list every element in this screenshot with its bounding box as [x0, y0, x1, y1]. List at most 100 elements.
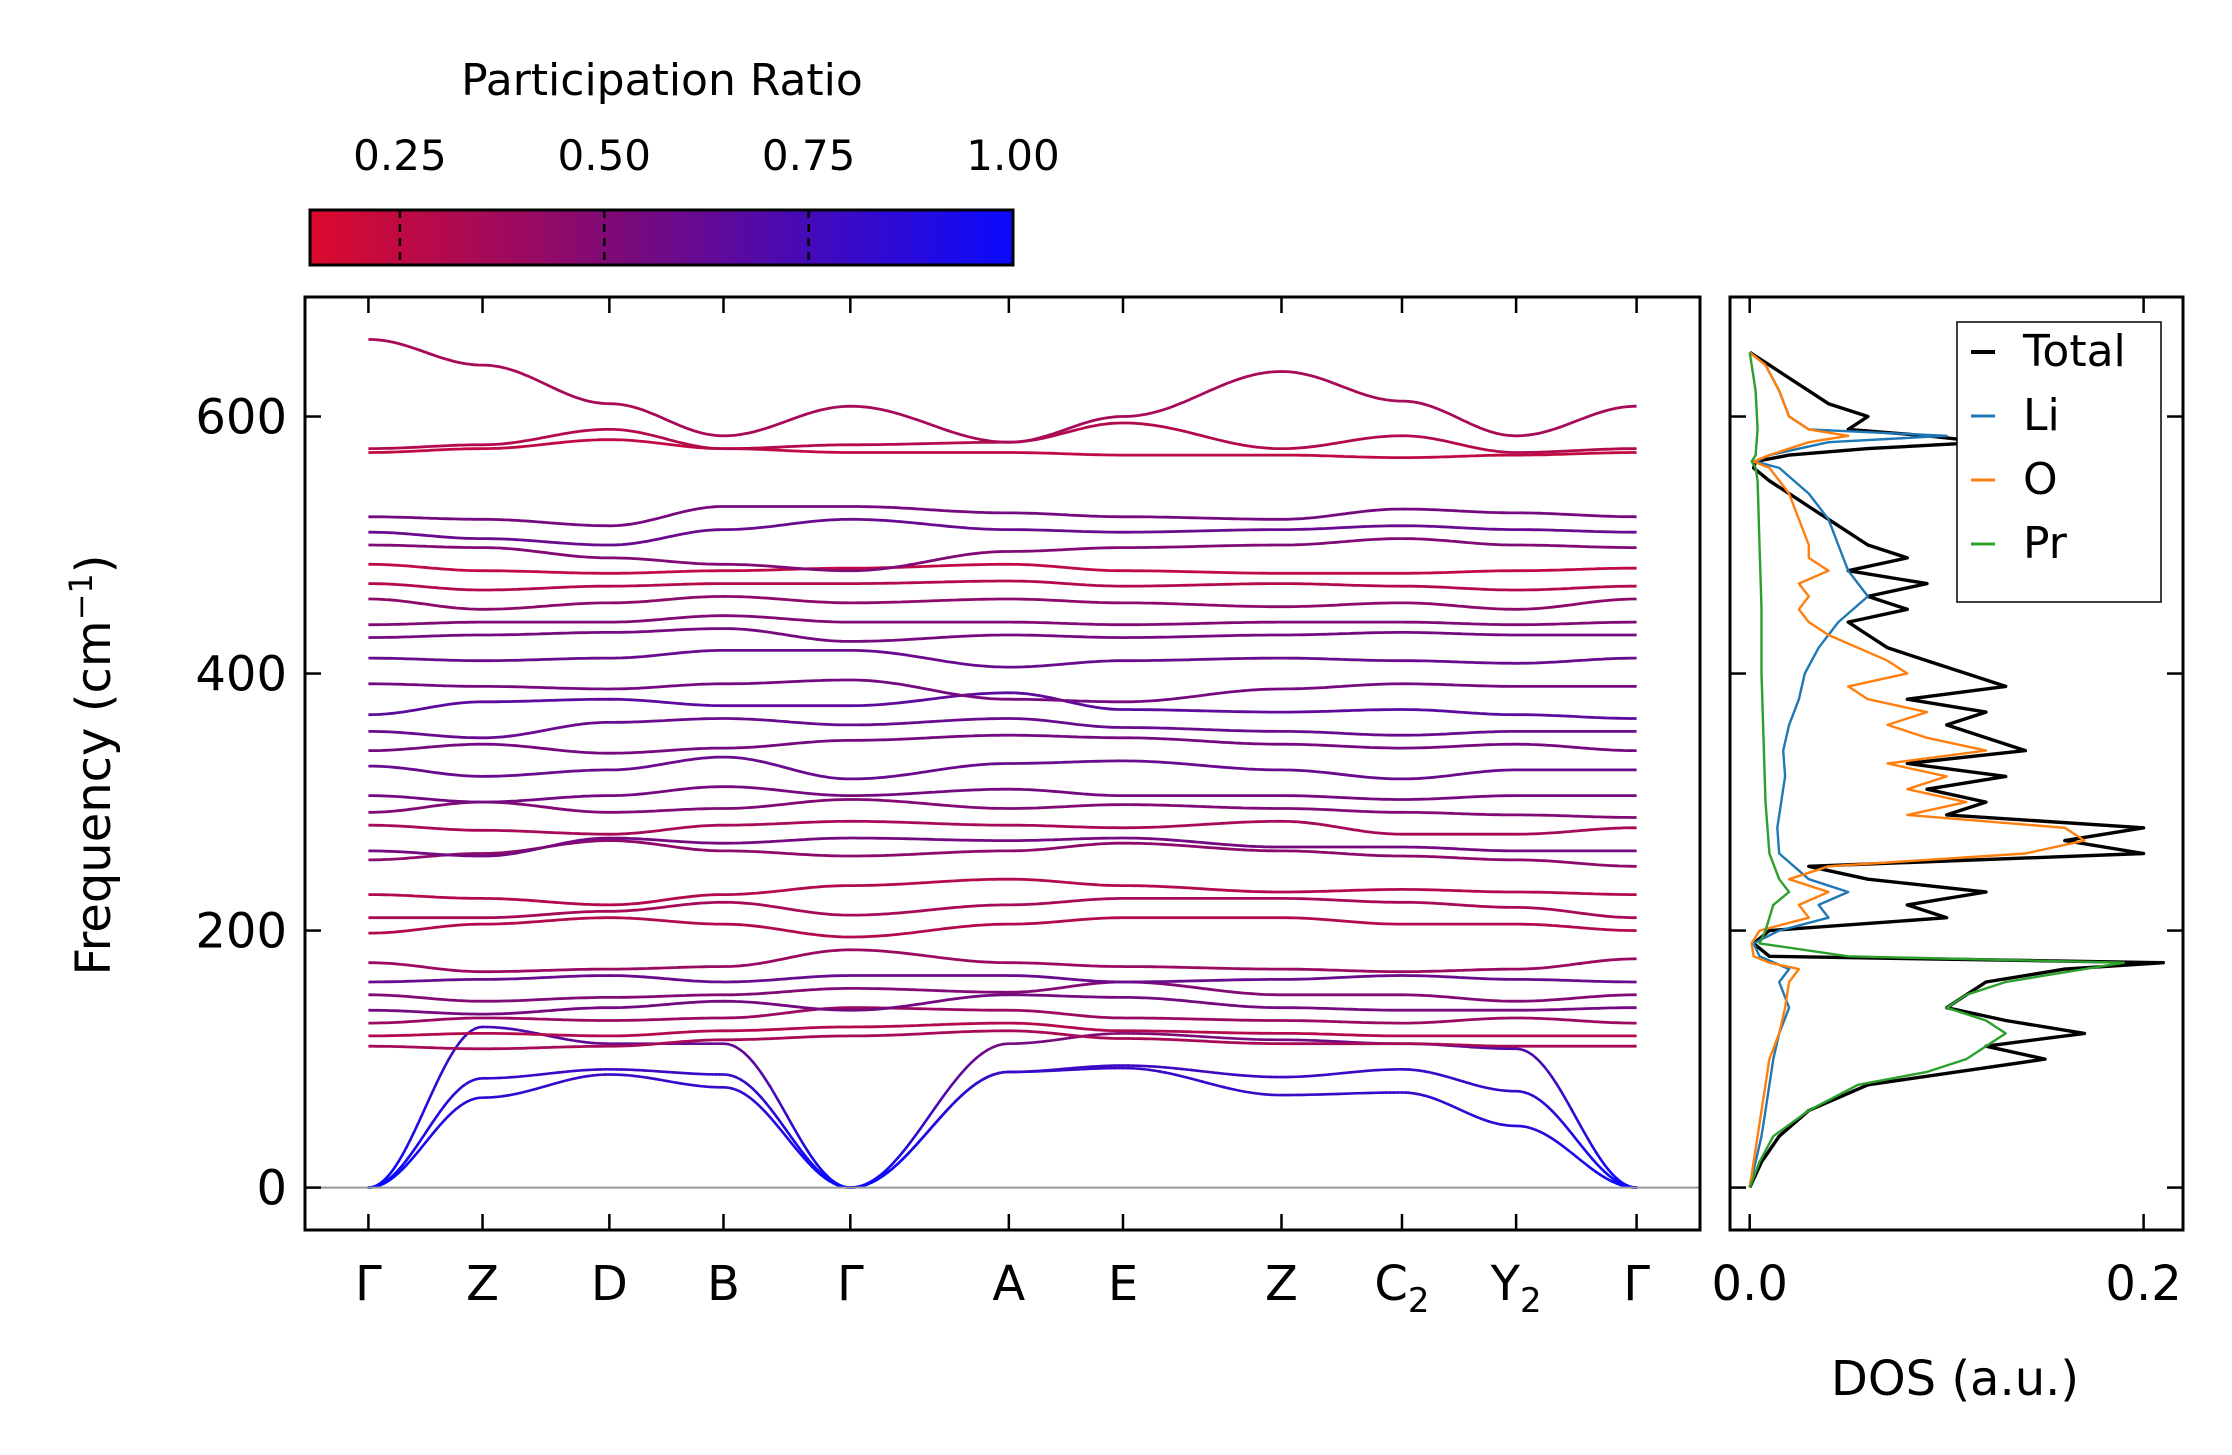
acoustic-branch-segment	[1587, 1138, 1594, 1148]
k-point-label: Γ	[355, 1256, 382, 1312]
optical-branch	[368, 1006, 1637, 1025]
acoustic-branch-segment	[405, 1138, 412, 1149]
optical-branch	[368, 717, 1637, 740]
acoustic-branch-segment	[922, 1128, 931, 1138]
colorbar-label: Participation Ratio	[461, 55, 863, 106]
acoustic-branch-segment	[1579, 1124, 1586, 1134]
k-point-label: E	[1108, 1256, 1138, 1312]
k-point-label: Z	[1265, 1256, 1298, 1312]
colorbar-tick-label: 0.50	[558, 131, 652, 180]
optical-branch	[368, 627, 1637, 643]
optical-branch	[368, 839, 1637, 868]
acoustic-branch-segment	[912, 1140, 921, 1149]
optical-branch	[368, 819, 1637, 836]
y-tick-label: 600	[195, 390, 287, 446]
acoustic-branch-segment	[798, 1136, 806, 1147]
colorbar-tick-label: 0.75	[762, 131, 856, 180]
acoustic-branch-segment	[912, 1129, 921, 1140]
acoustic-branch-segment	[1575, 1116, 1582, 1127]
acoustic-branch-segment	[944, 1085, 953, 1095]
optical-branch	[368, 948, 1637, 974]
k-point-label: B	[707, 1256, 740, 1312]
k-point-label: Z	[466, 1256, 499, 1312]
acoustic-branch-segment	[420, 1105, 427, 1117]
acoustic-branch-segment	[928, 1106, 937, 1117]
band-structure-frame	[303, 295, 1702, 1232]
acoustic-branch-segment	[1567, 1102, 1574, 1113]
acoustic-branch-segment	[427, 1089, 435, 1101]
acoustic-branch-segment	[938, 1110, 947, 1120]
acoustic-branch-segment	[954, 1072, 963, 1081]
optical-branch	[368, 993, 1637, 1016]
legend-label: Li	[2023, 390, 2060, 441]
optical-branch	[368, 579, 1637, 592]
acoustic-branch-segment	[928, 1122, 937, 1132]
optical-branch	[368, 614, 1637, 627]
k-point-label: D	[591, 1256, 628, 1312]
optical-branch	[368, 785, 1637, 804]
colorbar-gradient	[308, 208, 1015, 267]
optical-branch	[368, 537, 1637, 573]
colorbar: Participation Ratio 0.25 0.50 0.75 1.00	[308, 55, 1060, 267]
acoustic-branch-segment	[777, 1099, 784, 1110]
legend-label: O	[2023, 454, 2058, 505]
optical-branch	[368, 562, 1637, 575]
optical-branch	[368, 877, 1637, 907]
optical-branch	[368, 594, 1637, 611]
y-tick-label: 0	[256, 1161, 287, 1217]
optical-branch	[368, 974, 1637, 984]
acoustic-branch-segment	[785, 1114, 793, 1125]
optical-branch	[368, 1029, 1637, 1051]
acoustic-branch-segment	[959, 1066, 968, 1075]
optical-branch	[368, 836, 1637, 858]
acoustic-branch-segment	[1583, 1131, 1590, 1141]
band-structure-panel: 0 200 400 600 Γ Z D B Γ A E Z C2 Y2 Γ Frequency (cm−1)	[62, 295, 1702, 1321]
acoustic-branch-segment	[891, 1156, 900, 1166]
k-point-label: Γ	[1623, 1256, 1650, 1312]
acoustic-branch-segment	[781, 1106, 789, 1117]
acoustic-branch-segment	[408, 1130, 416, 1142]
acoustic-branch-segment	[907, 1136, 916, 1147]
dos-frame	[1728, 295, 2185, 1232]
acoustic-branch-segment	[938, 1092, 947, 1102]
dos-panel: 0.0 0.2 DOS (a.u.) Total Li O Pr	[1712, 295, 2185, 1407]
dos-x-tick-label: 0.0	[1712, 1256, 1788, 1312]
y-tick-label: 400	[195, 647, 287, 703]
dos-curve-pr	[1748, 352, 2126, 1189]
dos-x-tick-label: 0.2	[2105, 1256, 2181, 1312]
k-point-label: Γ	[837, 1256, 864, 1312]
optical-branch	[368, 421, 1637, 454]
optical-branch	[368, 980, 1637, 1003]
dos-legend: Total Li O Pr	[1956, 321, 2162, 603]
acoustic-branch-segment	[794, 1129, 801, 1140]
acoustic-branch-segment	[949, 1078, 958, 1088]
legend-label: Total	[2022, 326, 2126, 377]
colorbar-tick-label: 0.25	[353, 131, 447, 180]
k-point-label: C2	[1374, 1256, 1429, 1321]
acoustic-branch-segment	[802, 1143, 810, 1153]
optical-branch	[368, 691, 1637, 720]
acoustic-branch-segment	[917, 1134, 926, 1144]
acoustic-branch-segment	[1558, 1088, 1566, 1099]
optical-branch	[368, 755, 1637, 781]
acoustic-branch-segment	[917, 1121, 926, 1132]
legend-box	[1956, 321, 2162, 603]
acoustic-branch-segment	[412, 1122, 420, 1134]
acoustic-branch-segment	[896, 1150, 905, 1160]
acoustic-branch-segment	[789, 1121, 797, 1132]
optical-branch	[368, 517, 1637, 547]
acoustic-branch-segment	[435, 1073, 442, 1084]
acoustic-branch-segment	[424, 1097, 431, 1109]
dos-curve-total	[1748, 350, 2165, 1189]
acoustic-branch-segment	[416, 1114, 423, 1126]
acoustic-branch-segment	[764, 1078, 772, 1088]
optical-branch	[368, 897, 1637, 920]
optical-branch	[368, 916, 1637, 939]
acoustic-branch-segment	[768, 1085, 776, 1095]
k-point-label: Y2	[1490, 1256, 1542, 1321]
acoustic-branch-segment	[933, 1116, 942, 1126]
acoustic-branch-segment	[443, 1058, 450, 1069]
acoustic-branch-segment	[1571, 1109, 1578, 1120]
optical-branch	[368, 678, 1637, 704]
